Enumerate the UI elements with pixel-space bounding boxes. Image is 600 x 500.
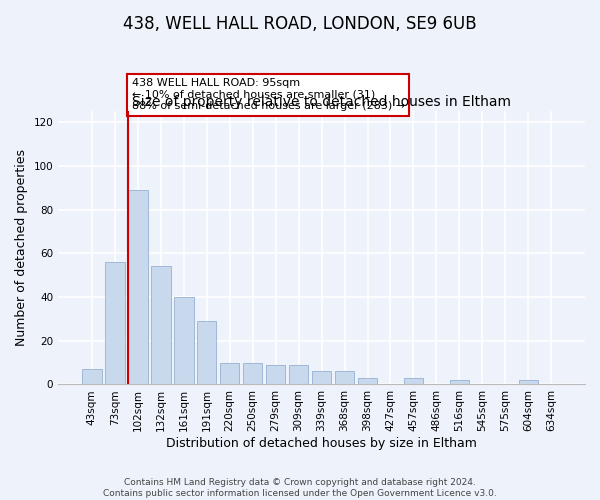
Bar	[105, 262, 125, 384]
Text: 438 WELL HALL ROAD: 95sqm
← 10% of detached houses are smaller (31)
88% of semi-: 438 WELL HALL ROAD: 95sqm ← 10% of detac…	[131, 78, 404, 111]
Y-axis label: Number of detached properties: Number of detached properties	[15, 150, 28, 346]
Bar	[197, 321, 217, 384]
Title: Size of property relative to detached houses in Eltham: Size of property relative to detached ho…	[132, 94, 511, 108]
Bar	[289, 365, 308, 384]
Bar	[518, 380, 538, 384]
Bar	[449, 380, 469, 384]
Bar	[312, 372, 331, 384]
Bar	[220, 362, 239, 384]
Bar	[358, 378, 377, 384]
Bar	[174, 297, 194, 384]
Bar	[243, 362, 262, 384]
Bar	[82, 369, 101, 384]
Text: Contains HM Land Registry data © Crown copyright and database right 2024.
Contai: Contains HM Land Registry data © Crown c…	[103, 478, 497, 498]
Text: 438, WELL HALL ROAD, LONDON, SE9 6UB: 438, WELL HALL ROAD, LONDON, SE9 6UB	[123, 15, 477, 33]
Bar	[266, 365, 286, 384]
Bar	[335, 372, 355, 384]
X-axis label: Distribution of detached houses by size in Eltham: Distribution of detached houses by size …	[166, 437, 477, 450]
Bar	[151, 266, 170, 384]
Bar	[404, 378, 423, 384]
Bar	[128, 190, 148, 384]
